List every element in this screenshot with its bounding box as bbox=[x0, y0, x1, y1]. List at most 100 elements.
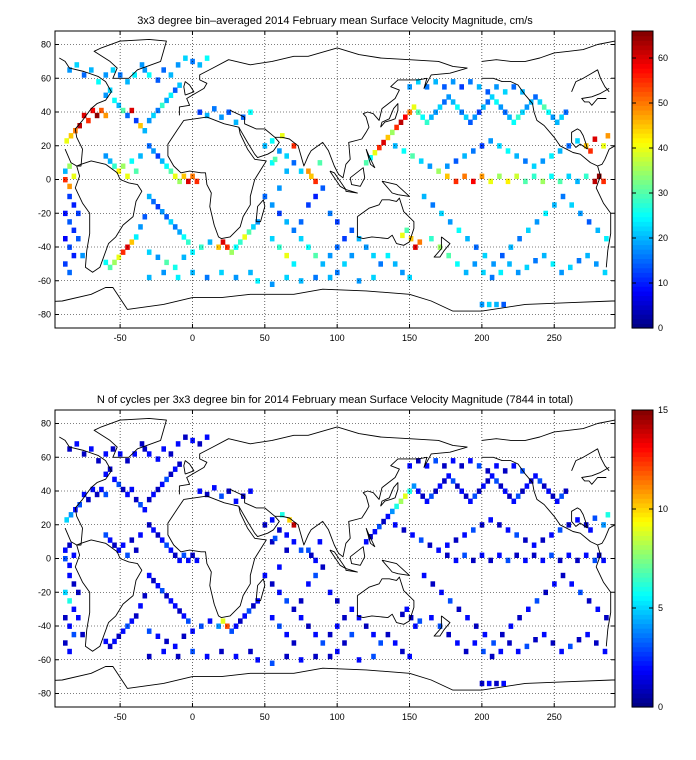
cycles-cell bbox=[559, 648, 564, 655]
velocity-colorbar-segment bbox=[632, 170, 653, 176]
cycles-cell bbox=[233, 498, 239, 504]
cycles-cell bbox=[159, 481, 165, 488]
velocity-cell bbox=[462, 173, 467, 179]
velocity-cell bbox=[103, 72, 109, 78]
velocity-cell bbox=[549, 153, 554, 159]
velocity-cell bbox=[155, 254, 161, 260]
velocity-cell bbox=[592, 178, 598, 185]
velocity-coastline bbox=[571, 128, 588, 150]
cycles-colorbar-segment bbox=[632, 451, 653, 458]
cycles-cell bbox=[251, 603, 256, 609]
velocity-cell bbox=[120, 107, 126, 114]
velocity-cell bbox=[575, 138, 580, 144]
velocity-cell bbox=[476, 109, 482, 115]
cycles-cell bbox=[63, 547, 68, 553]
velocity-cell bbox=[381, 139, 386, 146]
cycles-cell bbox=[172, 603, 178, 609]
velocity-cell bbox=[76, 210, 81, 217]
cycles-coastline bbox=[229, 488, 280, 538]
velocity-cell bbox=[560, 193, 566, 200]
velocity-cell bbox=[190, 249, 195, 255]
cycles-colorbar-segment bbox=[632, 498, 653, 504]
velocity-chart-title: 3x3 degree bin–averaged 2014 February me… bbox=[137, 15, 533, 27]
cycles-cell bbox=[456, 606, 462, 612]
velocity-cell bbox=[507, 261, 512, 267]
cycles-cell bbox=[291, 640, 297, 646]
velocity-cell bbox=[450, 99, 456, 105]
velocity-cell bbox=[80, 252, 85, 259]
cycles-colorbar-segment bbox=[632, 628, 653, 634]
velocity-cell bbox=[168, 168, 174, 174]
velocity-cell bbox=[168, 219, 174, 225]
velocity-cell bbox=[291, 160, 297, 166]
cycles-colorbar-tick-label: 15 bbox=[658, 405, 668, 415]
cycles-coastline bbox=[381, 559, 410, 576]
cycles-colorbar-segment bbox=[632, 693, 653, 699]
cycles-cell bbox=[403, 493, 408, 499]
cycles-colorbar-segment bbox=[632, 679, 653, 685]
velocity-colorbar-tick-label: 40 bbox=[658, 143, 668, 153]
cycles-cell bbox=[588, 527, 593, 533]
cycles-cell bbox=[146, 572, 152, 579]
cycles-cell bbox=[524, 483, 530, 489]
velocity-colorbar-segment bbox=[632, 114, 653, 120]
cycles-colorbar-segment bbox=[632, 553, 653, 560]
cycles-cell bbox=[76, 615, 81, 621]
velocity-cell bbox=[453, 178, 459, 185]
velocity-cell bbox=[129, 107, 135, 114]
cycles-cell bbox=[523, 537, 528, 543]
cycles-y-tick-label: 40 bbox=[41, 486, 51, 496]
cycles-coastline bbox=[59, 436, 112, 546]
velocity-colorbar-segment bbox=[632, 86, 653, 92]
cycles-cell bbox=[190, 648, 195, 655]
cycles-colorbar-frame bbox=[631, 409, 654, 708]
cycles-cell bbox=[116, 633, 122, 639]
cycles-cell bbox=[220, 618, 226, 624]
cycles-cell bbox=[133, 547, 139, 553]
cycles-cell bbox=[429, 493, 434, 499]
cycles-cell bbox=[533, 637, 538, 643]
velocity-cell bbox=[533, 94, 538, 100]
velocity-cell bbox=[526, 227, 531, 233]
cycles-cell bbox=[291, 522, 297, 528]
cycles-y-tick-label: -40 bbox=[38, 621, 51, 631]
velocity-cell bbox=[277, 185, 282, 191]
cycles-cell bbox=[500, 631, 505, 638]
velocity-cell bbox=[103, 92, 109, 98]
cycles-y-tick-label: 20 bbox=[41, 520, 51, 530]
velocity-colorbar-segment bbox=[632, 72, 653, 79]
cycles-cell bbox=[540, 537, 546, 543]
cycles-cell bbox=[401, 527, 407, 533]
cycles-cell bbox=[164, 542, 169, 548]
velocity-cell bbox=[392, 261, 398, 267]
velocity-cell bbox=[442, 84, 447, 90]
cycles-x-tick-label: 200 bbox=[474, 712, 489, 722]
cycles-coastlines bbox=[55, 417, 615, 691]
cycles-y-axis: 80 60 40 20 0 -20 -40 -60 -80 bbox=[38, 419, 615, 699]
cycles-cell bbox=[524, 643, 530, 650]
cycles-cell bbox=[368, 534, 373, 540]
cycles-cell bbox=[481, 483, 486, 489]
cycles-cell bbox=[155, 456, 161, 462]
cycles-cell bbox=[103, 638, 109, 645]
cycles-coastline bbox=[571, 507, 588, 529]
velocity-cell bbox=[554, 119, 560, 125]
cycles-cell bbox=[468, 498, 473, 504]
velocity-cell bbox=[605, 133, 611, 139]
velocity-cell bbox=[505, 178, 511, 185]
cycles-cell bbox=[71, 581, 77, 587]
cycles-cell bbox=[427, 542, 433, 548]
cycles-cell bbox=[94, 491, 100, 498]
cycles-cell bbox=[482, 631, 488, 638]
cycles-cell bbox=[533, 473, 538, 479]
velocity-cell bbox=[349, 227, 355, 233]
velocity-cell bbox=[403, 114, 408, 120]
cycles-cell bbox=[335, 598, 340, 604]
velocity-cell bbox=[129, 158, 135, 164]
velocity-x-tick-label: 150 bbox=[402, 333, 417, 343]
velocity-colorbar-segment bbox=[632, 235, 653, 241]
velocity-y-tick-label: 40 bbox=[41, 107, 51, 117]
cycles-cell bbox=[96, 458, 101, 464]
velocity-cell bbox=[410, 153, 415, 159]
velocity-colorbar-segment bbox=[632, 272, 653, 278]
